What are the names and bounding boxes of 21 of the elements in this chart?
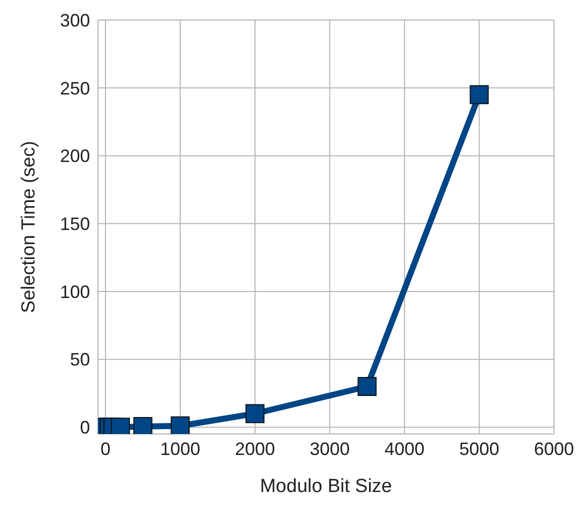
x-axis-title: Modulo Bit Size — [260, 476, 392, 497]
y-tick-label: 250 — [60, 78, 90, 98]
y-tick-label: 300 — [60, 10, 90, 30]
y-tick-label: 200 — [60, 146, 90, 166]
point — [245, 404, 264, 424]
y-tick-label: 50 — [70, 350, 90, 370]
point — [133, 417, 152, 434]
y-tick-label: 100 — [60, 282, 90, 302]
x-tick-label: 2000 — [234, 438, 276, 459]
x-tick-label: 4000 — [384, 438, 425, 459]
x-tick-label: 5000 — [459, 438, 500, 459]
y-tick-label: 150 — [60, 214, 90, 234]
x-tick-label: 3000 — [310, 438, 350, 459]
point — [470, 85, 489, 104]
x-tick-label: 1000 — [160, 438, 200, 459]
point — [358, 376, 377, 396]
point — [170, 416, 190, 434]
x-tick-label: 6000 — [534, 438, 574, 459]
y-tick-label: 0 — [80, 418, 90, 438]
y-axis-title: Selection Time (sec) — [18, 140, 40, 314]
x-tick-label: 0 — [100, 438, 110, 459]
